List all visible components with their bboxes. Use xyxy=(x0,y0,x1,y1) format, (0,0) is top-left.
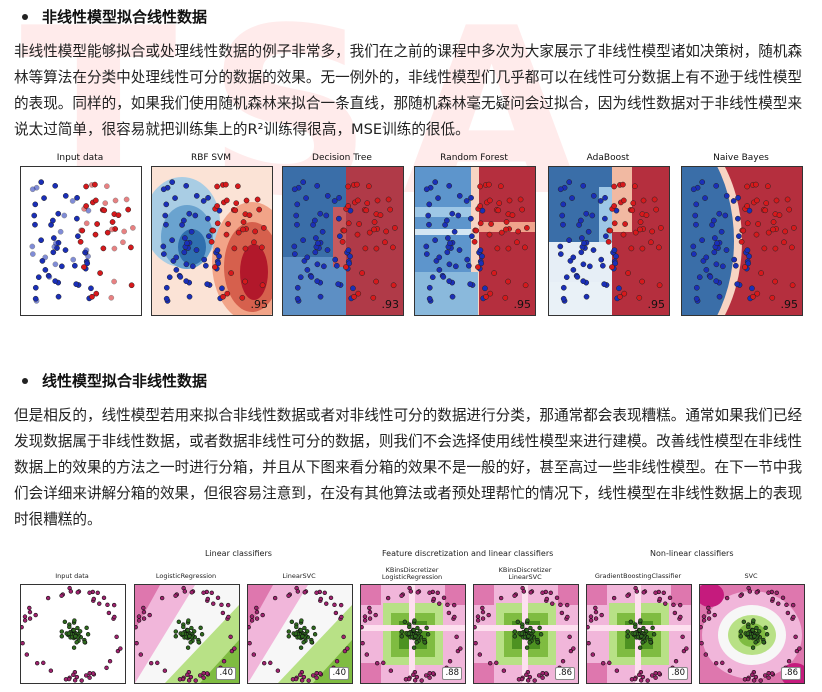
section1-heading: 非线性模型拟合线性数据 xyxy=(22,6,207,27)
panel-title: LogisticRegression xyxy=(155,572,217,580)
plot-panel: .95 xyxy=(548,166,670,316)
section1-paragraph: 非线性模型能够拟合或处理线性数据的例子非常多，我们在之前的课程中多次为大家展示了… xyxy=(14,43,803,138)
plot-panel xyxy=(20,584,126,684)
panel-title: AdaBoost xyxy=(586,153,630,163)
plot-panel: .93 xyxy=(282,166,404,316)
score-label: .88 xyxy=(442,667,462,680)
bullet-icon xyxy=(22,13,28,20)
score-label: .95 xyxy=(780,298,799,311)
score-label: .40 xyxy=(216,667,236,680)
score-label: .95 xyxy=(647,298,666,311)
classifier-comparison-figure-1: Input data RBF SVM .95 Decision Tree .93 Rand… xyxy=(0,150,822,320)
score-label: .95 xyxy=(513,298,532,311)
panel-title: GradientBoostingClassifier xyxy=(594,572,682,580)
section1-title: 非线性模型拟合线性数据 xyxy=(42,8,208,26)
plot-panel: .80 xyxy=(586,584,692,684)
score-label: .86 xyxy=(555,667,575,680)
panel-title: Decision Tree xyxy=(312,153,372,163)
panel-title: Naive Bayes xyxy=(713,153,769,163)
plot-panel: .86 xyxy=(699,584,805,684)
score-label: .93 xyxy=(381,298,400,311)
bullet-icon xyxy=(22,377,28,384)
panel-title: SVC xyxy=(744,572,758,580)
group-title: Linear classifiers xyxy=(205,549,272,558)
plot-panel: .95 xyxy=(151,166,273,316)
panel-title: Input data xyxy=(56,153,104,163)
plot-panel xyxy=(20,166,142,316)
plot-panel: .95 xyxy=(414,166,536,316)
plot-panel: .40 xyxy=(247,584,353,684)
panel-title: RBF SVM xyxy=(190,153,232,163)
section2-heading: 线性模型拟合非线性数据 xyxy=(22,370,207,391)
panel-title: Random Forest xyxy=(440,153,508,163)
score-label: .95 xyxy=(250,298,269,311)
plot-panel: .88 xyxy=(360,584,466,684)
group-title: Feature discretization and linear classi… xyxy=(382,549,554,558)
panel-title: KBinsDiscretizer LogisticRegression xyxy=(381,566,443,581)
classifier-comparison-figure-2: Linear classifiers Feature discretization… xyxy=(0,545,822,692)
plot-panel: .40 xyxy=(134,584,240,684)
section2-paragraph: 但是相反的，线性模型若用来拟合非线性数据或者对非线性可分的数据进行分类，那通常都… xyxy=(14,407,803,528)
panel-title: KBinsDiscretizer LinearSVC xyxy=(498,566,552,581)
panel-title: LinearSVC xyxy=(282,572,316,580)
score-label: .80 xyxy=(668,667,688,680)
plot-panel: .95 xyxy=(681,166,803,316)
plot-panel: .86 xyxy=(473,584,579,684)
section2-title: 线性模型拟合非线性数据 xyxy=(42,372,208,390)
score-label: .40 xyxy=(329,667,349,680)
group-title: Non-linear classifiers xyxy=(650,549,734,558)
panel-title: Input data xyxy=(55,572,89,580)
score-label: .86 xyxy=(781,667,801,680)
